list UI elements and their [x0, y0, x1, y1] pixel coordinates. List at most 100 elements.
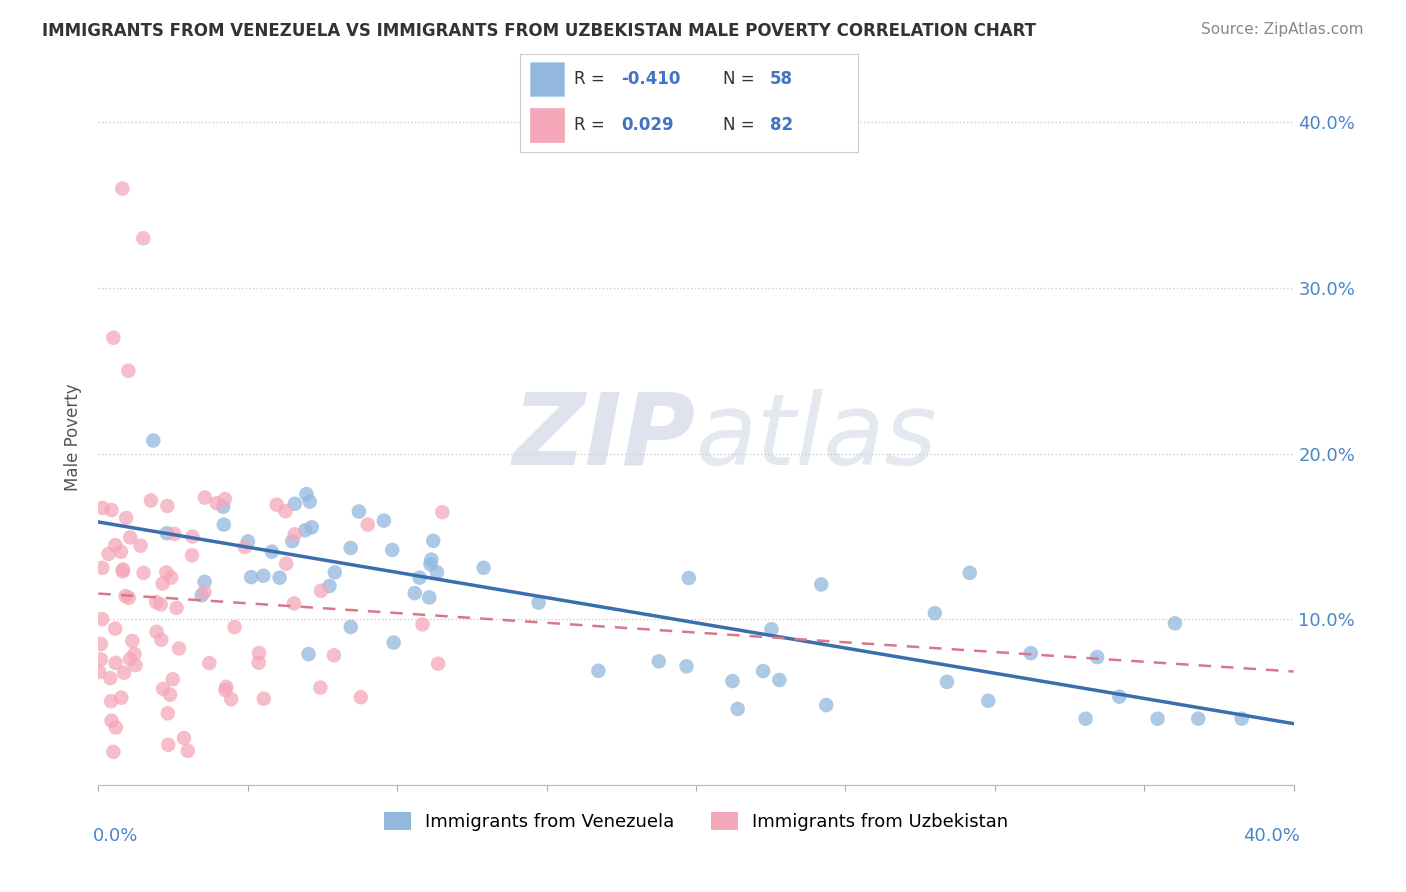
Point [298, 494, 321, 508]
Point [318, 579, 340, 593]
Text: 0.0%: 0.0% [93, 827, 138, 845]
Text: 40.0%: 40.0% [1243, 827, 1299, 845]
Point [97, 547, 120, 561]
Point [100, 714, 122, 728]
Point [89, 665, 111, 679]
Point [214, 491, 236, 506]
Point [132, 231, 155, 245]
Point [181, 548, 204, 562]
Text: 58: 58 [770, 70, 793, 88]
Point [160, 570, 183, 584]
Point [761, 622, 783, 636]
Point [162, 672, 184, 686]
Bar [530, 62, 564, 95]
Point [527, 596, 550, 610]
Point [90, 652, 112, 666]
Point [752, 664, 775, 678]
Text: N =: N = [723, 116, 759, 134]
Point [198, 656, 221, 670]
Point [104, 656, 127, 670]
Point [295, 487, 318, 501]
Bar [530, 109, 564, 142]
Point [301, 520, 323, 534]
Point [269, 571, 291, 585]
Point [1187, 712, 1209, 726]
Point [678, 571, 700, 585]
Point [152, 681, 174, 696]
Point [142, 434, 165, 448]
Text: Source: ZipAtlas.com: Source: ZipAtlas.com [1201, 22, 1364, 37]
Point [274, 504, 297, 518]
Point [381, 543, 404, 558]
Point [247, 646, 270, 660]
Point [166, 601, 188, 615]
Point [977, 694, 1000, 708]
Point [472, 560, 495, 574]
Point [1146, 712, 1168, 726]
Text: -0.410: -0.410 [621, 70, 681, 88]
Point [276, 557, 298, 571]
Point [675, 659, 697, 673]
Point [959, 566, 981, 580]
Point [357, 517, 380, 532]
Point [103, 745, 125, 759]
Point [247, 656, 270, 670]
Point [339, 620, 361, 634]
Point [120, 530, 142, 544]
Point [768, 673, 790, 687]
Point [350, 690, 373, 705]
Point [309, 681, 332, 695]
Point [205, 496, 228, 510]
Point [104, 622, 127, 636]
Point [177, 744, 200, 758]
Point [721, 674, 744, 689]
Point [194, 574, 217, 589]
Point [426, 566, 449, 580]
Point [432, 505, 454, 519]
Point [936, 674, 959, 689]
Point [112, 665, 135, 680]
Point [347, 504, 370, 518]
Point [427, 657, 450, 671]
Point [90, 637, 112, 651]
Point [339, 541, 361, 555]
Point [114, 589, 136, 603]
Point [104, 720, 127, 734]
Point [100, 503, 122, 517]
Point [323, 566, 346, 580]
Point [111, 565, 134, 579]
Y-axis label: Male Poverty: Male Poverty [65, 384, 83, 491]
Point [283, 597, 305, 611]
Point [294, 523, 316, 537]
Point [309, 583, 332, 598]
Point [281, 534, 304, 549]
Point [727, 702, 749, 716]
Text: ZIP: ZIP [513, 389, 696, 485]
Text: IMMIGRANTS FROM VENEZUELA VS IMMIGRANTS FROM UZBEKISTAN MALE POVERTY CORRELATION: IMMIGRANTS FROM VENEZUELA VS IMMIGRANTS … [42, 22, 1036, 40]
Point [253, 691, 276, 706]
Point [121, 633, 143, 648]
Point [382, 635, 405, 649]
Point [322, 648, 344, 663]
Point [111, 181, 134, 195]
Point [233, 540, 256, 554]
Point [156, 526, 179, 541]
Point [1085, 650, 1108, 665]
Point [132, 566, 155, 580]
Point [266, 498, 288, 512]
Legend: Immigrants from Venezuela, Immigrants from Uzbekistan: Immigrants from Venezuela, Immigrants fr… [377, 805, 1015, 838]
Text: R =: R = [574, 70, 610, 88]
Point [118, 652, 141, 666]
Point [129, 539, 152, 553]
Point [103, 331, 125, 345]
Point [190, 588, 212, 602]
Point [284, 497, 307, 511]
Point [167, 641, 190, 656]
Point [418, 591, 440, 605]
Point [810, 577, 832, 591]
Point [124, 658, 146, 673]
Point [156, 499, 179, 513]
Point [411, 617, 433, 632]
Point [181, 530, 204, 544]
Point [91, 500, 114, 515]
